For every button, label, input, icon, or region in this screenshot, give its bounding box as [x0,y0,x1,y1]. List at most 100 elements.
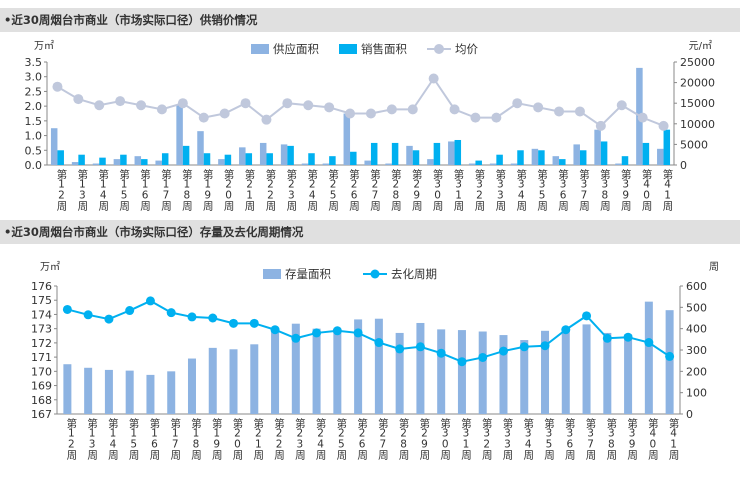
bar-b [663,129,671,165]
x-tick-label: 第16周 [148,417,160,461]
x-tick-label: 第21周 [252,417,264,461]
bar-a [395,332,404,414]
x-tick-label: 第34周 [515,168,527,212]
bar-b [266,153,273,165]
x-tick-label: 第24周 [315,417,327,461]
x-tick-label: 第29周 [418,417,430,461]
bar-b [370,142,378,165]
bar-a [448,141,455,165]
y-tick-label-right: 500 [686,301,707,314]
x-tick-label: 第41周 [662,168,674,212]
x-tick-label: 第31周 [453,168,465,212]
x-tick-label: 第30周 [432,168,444,212]
x-tick-label: 第30周 [439,417,451,461]
bar-a [594,129,601,165]
x-tick-label: 第36周 [557,168,569,212]
legend-swatch-dot [370,269,380,279]
y-tick-label-left: 1.0 [25,130,43,143]
x-tick-label: 第39周 [620,168,632,212]
bar-b [57,150,64,165]
line-point [395,344,405,354]
x-tick-label: 第12周 [65,417,77,461]
x-tick-label: 第38周 [599,168,611,212]
line-point [52,81,63,92]
x-tick-label: 第33周 [501,417,513,461]
bar-b [308,153,315,165]
x-tick-label: 第24周 [306,168,318,212]
y-tick-label-right: 10000 [680,118,715,131]
bar-a [312,328,321,414]
y-tick-label-right: 300 [686,344,707,357]
line-point [512,98,523,109]
line-point [208,313,218,323]
x-tick-label: 第37周 [585,417,597,461]
line-point [374,338,384,348]
bar-a [624,334,633,414]
legend-label: 供应面积 [273,42,319,56]
bar-a [582,324,591,414]
bar-a [478,331,487,414]
line-point [582,311,592,321]
bar-a [167,371,176,414]
bar-b [329,156,336,165]
bar-a [239,147,246,165]
bar-a [364,160,371,165]
bar-b [454,139,462,165]
x-tick-label: 第26周 [356,417,368,461]
line-point [457,357,467,367]
line-point [574,106,585,117]
x-tick-label: 第19周 [211,417,223,461]
line-point [665,351,675,361]
bar-a [644,301,653,414]
bar-b [517,150,524,165]
x-tick-label: 第18周 [181,168,193,212]
bar-b [475,160,482,165]
bar-b [433,142,441,165]
chart1-supply-sales-price: 0.0 0.51.0 1.5 2.0 2.53.0 3.5 0 5000 10000 15000 2… [25,40,716,212]
x-tick-label: 第22周 [273,417,285,461]
line-point [345,108,356,119]
bar-b [600,141,608,165]
line-point [125,306,135,316]
line-point [166,308,176,318]
bar-a [552,156,560,165]
y-tick-label-left: 2.0 [25,100,43,113]
x-tick-label: 第17周 [160,168,172,212]
line-point [449,104,460,115]
line-point [291,333,301,343]
y-tick-label-right: 200 [686,365,707,378]
bar-b [538,150,545,165]
bar-b [78,154,85,165]
bar-a [50,128,58,165]
x-tick-label: 第13周 [86,417,98,461]
legend-label: 均价 [455,42,478,56]
bar-b [224,154,232,165]
y-tick-label-left: 173 [31,323,52,336]
bar-a [113,159,121,165]
x-tick-label: 第28周 [390,168,402,212]
bar-b [203,153,211,165]
line-point [478,352,488,362]
bar-a [385,163,392,165]
y-tick-label-right: 20000 [680,77,715,90]
x-tick-label: 第13周 [76,168,88,212]
y-tick-label-right: 0 [680,159,687,172]
line-point [637,112,648,123]
x-tick-label: 第39周 [626,417,638,461]
bar-b [642,142,650,165]
bar-a [197,131,204,165]
x-tick-label: 第23周 [285,168,297,212]
line-point [561,325,571,335]
bar-a [603,332,612,414]
legend-swatch [251,44,269,54]
y-tick-label-right: 15000 [680,97,715,110]
bar-a [218,159,225,165]
line-point [282,98,293,109]
chart1-title: •近30周烟台市商业（市场实际口径）供销价情况 [0,8,740,32]
line-point [324,102,335,113]
bar-a [406,145,413,165]
line-point [407,104,418,115]
line-point [177,98,188,109]
x-tick-label: 第22周 [264,168,276,212]
bar-b [391,142,399,165]
